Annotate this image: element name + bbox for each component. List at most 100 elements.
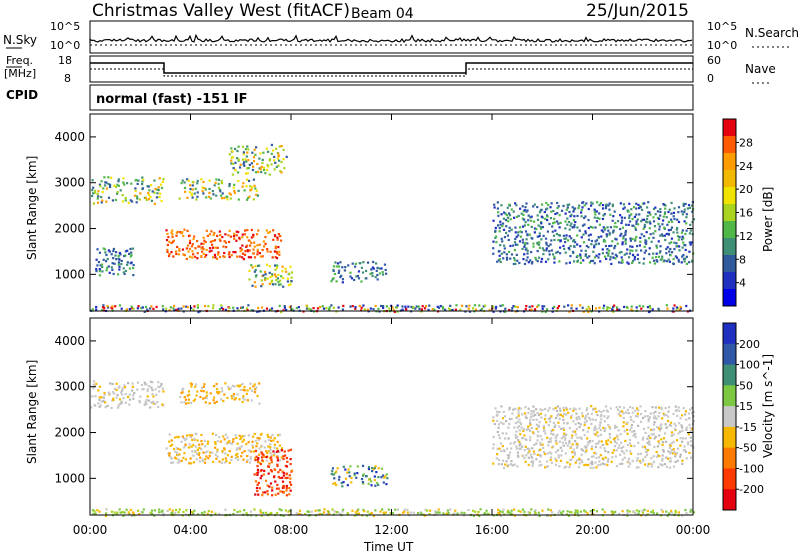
data-cell (538, 421, 541, 424)
data-cell (306, 305, 309, 308)
data-cell (555, 409, 559, 413)
data-cell (190, 383, 194, 386)
data-cell (686, 207, 689, 210)
data-cell (521, 508, 525, 511)
data-cell (568, 235, 571, 238)
data-cell (111, 307, 114, 310)
data-cell (321, 305, 324, 308)
data-cell (548, 420, 552, 423)
data-cell (607, 415, 610, 418)
data-cell (280, 171, 283, 174)
data-cell (261, 459, 264, 462)
data-cell (144, 383, 147, 386)
data-cell (96, 201, 100, 204)
data-cell (544, 466, 547, 469)
data-cell (135, 201, 138, 204)
data-cell (254, 265, 257, 268)
data-cell (583, 423, 586, 427)
data-cell (158, 511, 161, 514)
data-cell (176, 461, 179, 464)
data-cell (222, 435, 225, 438)
data-cell (585, 409, 588, 412)
data-cell (236, 307, 239, 310)
data-cell (193, 192, 196, 195)
data-cell (273, 437, 276, 440)
data-cell (192, 512, 195, 515)
data-cell (256, 162, 259, 166)
data-cell (506, 447, 509, 450)
data-cell (262, 168, 266, 172)
data-cell (601, 443, 604, 447)
data-cell (655, 512, 659, 515)
data-cell (651, 463, 654, 466)
data-cell (615, 406, 618, 409)
data-cell (258, 243, 261, 246)
data-cell (326, 513, 329, 516)
data-cell (276, 483, 279, 487)
data-cell (571, 226, 574, 229)
data-cell (373, 467, 376, 470)
data-cell (209, 240, 212, 243)
data-cell (360, 266, 364, 269)
data-cell (407, 305, 410, 308)
data-cell (534, 256, 537, 260)
data-cell (273, 250, 276, 253)
data-cell (236, 157, 239, 160)
data-cell (668, 208, 671, 211)
data-cell (507, 238, 510, 242)
data-cell (330, 472, 333, 476)
data-cell (526, 256, 529, 259)
data-cell (604, 449, 607, 453)
data-cell (177, 458, 181, 461)
data-cell (537, 304, 540, 307)
data-cell (330, 280, 333, 283)
data-cell (626, 261, 629, 264)
data-cell (95, 268, 98, 271)
data-cell (95, 308, 98, 311)
data-cell (627, 262, 630, 265)
data-cell (665, 252, 668, 255)
data-cell (644, 409, 647, 413)
data-cell (289, 283, 292, 286)
data-cell (259, 168, 262, 171)
data-cell (532, 450, 536, 453)
data-cell (350, 476, 353, 480)
data-cell (276, 450, 280, 453)
data-cell (356, 509, 359, 513)
data-cell (210, 243, 214, 246)
data-cell (588, 416, 591, 420)
data-cell (599, 202, 602, 205)
data-cell (214, 256, 217, 259)
data-cell (525, 454, 528, 457)
data-cell (331, 470, 334, 473)
data-cell (283, 305, 286, 308)
data-cell (604, 427, 607, 430)
data-cell (153, 191, 156, 194)
data-cell (618, 308, 621, 311)
data-cell (644, 220, 648, 223)
data-cell (128, 307, 131, 311)
data-cell (560, 449, 564, 452)
data-cell (162, 512, 165, 515)
data-cell (539, 435, 542, 438)
data-cell (590, 412, 593, 416)
data-cell (689, 436, 692, 439)
data-cell (569, 215, 572, 218)
data-cell (177, 436, 180, 439)
data-cell (152, 400, 155, 403)
data-cell (95, 305, 98, 309)
data-cell (557, 456, 560, 459)
data-cell (101, 270, 104, 273)
data-cell (120, 402, 123, 405)
data-cell (631, 237, 634, 241)
data-cell (549, 452, 553, 455)
data-cell (141, 176, 144, 179)
data-cell (379, 510, 382, 513)
data-cell (501, 432, 504, 435)
data-cell (533, 231, 536, 234)
data-cell (237, 198, 240, 201)
data-cell (195, 432, 198, 436)
data-cell (538, 232, 541, 235)
data-cell (672, 448, 675, 451)
data-cell (528, 309, 531, 312)
